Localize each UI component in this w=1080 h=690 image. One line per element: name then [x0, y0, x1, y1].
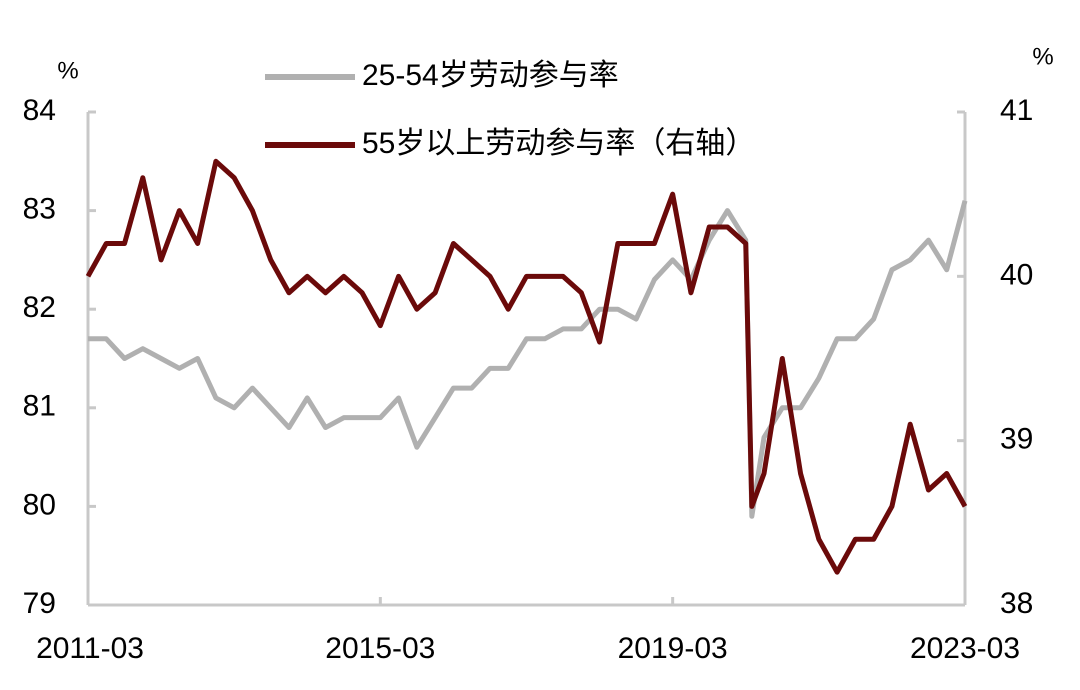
- y-unit: %: [57, 57, 78, 84]
- y-tick-label: 82: [23, 291, 56, 324]
- y-tick-label: 80: [23, 488, 56, 521]
- y2-tick-label: 38: [1000, 587, 1033, 620]
- y-tick-label: 83: [23, 193, 56, 226]
- legend-label: 25-54岁劳动参与率: [362, 59, 619, 92]
- y2-tick-label: 39: [1000, 423, 1033, 456]
- y2-tick-label: 40: [1000, 258, 1033, 291]
- x-tick-label: 2015-03: [325, 632, 435, 665]
- y2-unit: %: [1032, 43, 1053, 70]
- x-tick-label: 2023-03: [910, 632, 1020, 665]
- legend-label: 55岁以上劳动参与率（右轴）: [362, 127, 755, 160]
- y-tick-label: 84: [23, 94, 56, 127]
- x-tick-label: 2019-03: [618, 632, 728, 665]
- data-line: [88, 200, 968, 519]
- y-tick-label: 79: [23, 587, 56, 620]
- x-tick-label: 2011-03: [36, 632, 144, 665]
- y2-tick-label: 41: [1000, 94, 1033, 127]
- data-line: [85, 158, 968, 575]
- y-tick-label: 81: [23, 390, 56, 423]
